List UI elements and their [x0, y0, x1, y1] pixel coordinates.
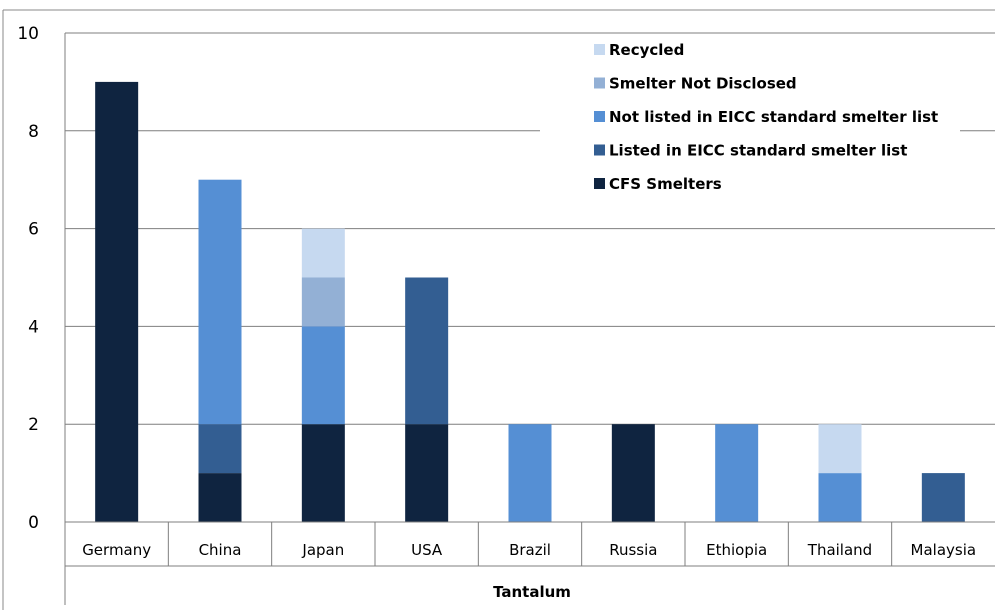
- x-tick-label: Thailand: [807, 541, 872, 559]
- legend-swatch: [594, 178, 605, 189]
- legend-swatch: [594, 77, 605, 89]
- legend-swatch: [594, 111, 605, 122]
- legend: Recycled Smelter Not Disclosed Not listed …: [540, 34, 960, 204]
- bar-segment: [405, 277, 449, 425]
- y-tick-label: 8: [28, 122, 39, 142]
- y-tick-label: 4: [28, 317, 39, 337]
- legend-label: Listed in EICC standard smelter list: [609, 142, 907, 160]
- legend-label: Not listed in EICC standard smelter list: [609, 108, 938, 126]
- axis-labels: Tantalum 0 2 4 6 8 10 Germany China Japan USA Braz…: [17, 24, 976, 601]
- x-tick-label: Brazil: [509, 541, 551, 559]
- y-tick-label: 6: [28, 220, 39, 240]
- x-tick-label: Germany: [82, 541, 151, 559]
- bar-segment: [818, 473, 862, 522]
- bar-segment: [921, 473, 965, 522]
- bar-segment: [611, 424, 655, 522]
- x-tick-label: Russia: [609, 541, 657, 559]
- legend-label: CFS Smelters: [609, 175, 722, 193]
- x-tick-label: Malaysia: [911, 541, 977, 559]
- bar-segment: [95, 81, 139, 523]
- x-tick-label: Japan: [301, 541, 344, 559]
- bar-segment: [301, 228, 345, 278]
- y-tick-label: 10: [17, 24, 39, 44]
- bar-segment: [818, 424, 862, 474]
- bar-segment: [198, 424, 242, 474]
- legend-swatch: [594, 144, 605, 156]
- bar-segment: [715, 424, 759, 522]
- legend-swatch: [594, 44, 605, 55]
- y-tick-label: 2: [28, 415, 39, 435]
- bar-segment: [301, 326, 345, 425]
- x-tick-label: Ethiopia: [706, 541, 767, 559]
- x-tick-label: USA: [411, 541, 443, 559]
- bar-segment: [405, 424, 449, 522]
- x-group-label: Tantalum: [493, 583, 571, 601]
- bar-segment: [198, 473, 242, 522]
- x-tick-label: China: [199, 541, 242, 559]
- bar-segment: [508, 424, 552, 522]
- legend-label: Smelter Not Disclosed: [609, 75, 797, 93]
- y-tick-label: 0: [28, 513, 39, 533]
- bars: [95, 81, 965, 523]
- legend-label: Recycled: [609, 41, 684, 59]
- bar-segment: [301, 277, 345, 327]
- axes: [2, 9, 995, 610]
- bar-segment: [198, 179, 242, 425]
- bar-segment: [301, 424, 345, 522]
- legend-background: [540, 34, 960, 204]
